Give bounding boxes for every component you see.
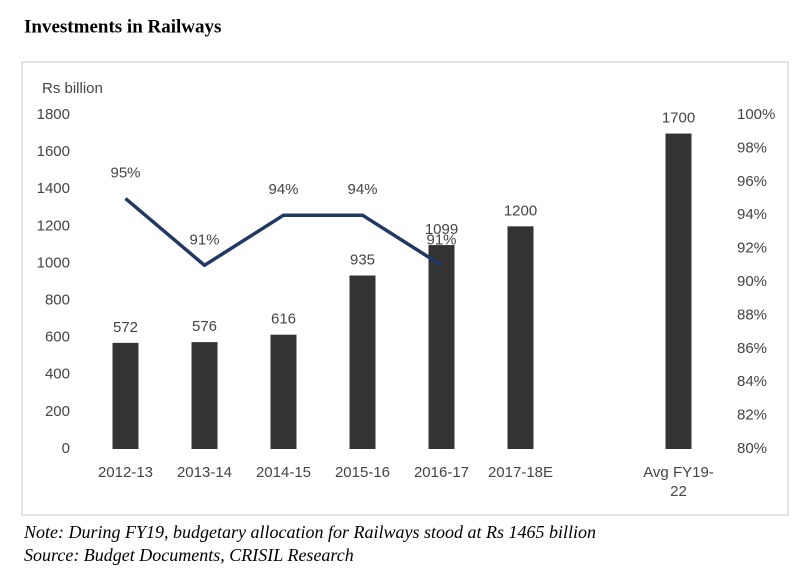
y-tick-label: 1000 [37, 254, 70, 271]
y2-tick-label: 86% [737, 340, 767, 357]
x-tick-label-box: 2016-17 [413, 464, 470, 481]
y-tick-label: 400 [45, 366, 70, 383]
bar [349, 275, 376, 449]
bar-value-label: 1200 [504, 202, 537, 219]
bar [191, 342, 218, 449]
x-tick-label-box: 2017-18E [487, 464, 554, 481]
line-value-label: 91% [189, 231, 219, 248]
y2-tick-label: 98% [737, 139, 767, 156]
line-value-label: 95% [110, 164, 140, 181]
y2-tick-label: 82% [737, 407, 767, 424]
y2-tick-label: 94% [737, 206, 767, 223]
y2-tick-label: 92% [737, 240, 767, 257]
chart-frame [21, 61, 789, 516]
bar-value-label: 1700 [662, 110, 695, 127]
y2-tick-label: 96% [737, 173, 767, 190]
y-tick-label: 800 [45, 292, 70, 309]
y-tick-label: 1400 [37, 180, 70, 197]
x-tick-label: Avg FY19-22 [643, 464, 714, 500]
bar-value-label: 576 [192, 318, 217, 335]
bar-value-label: 616 [271, 311, 296, 328]
line [124, 197, 443, 268]
bar-value-label: 935 [350, 251, 375, 268]
y-tick-label: 1600 [37, 143, 70, 160]
x-tick-label: 2015-16 [334, 464, 391, 481]
y-tick-label: 0 [62, 440, 70, 457]
source: Source: Budget Documents, CRISIL Researc… [24, 545, 354, 565]
bar-value-label: 1099 [425, 221, 458, 238]
chart-title: Investments in Railways [24, 16, 221, 37]
x-tick-label-box: Avg FY19-22 [643, 464, 714, 500]
x-tick-label-box: 2012-13 [97, 464, 154, 481]
x-tick-label: 2017-18E [487, 464, 554, 481]
bar-value-label: 572 [113, 319, 138, 336]
line-value-label: 91% [426, 231, 456, 248]
y2-tick-label: 80% [737, 440, 767, 457]
y2-tick-label: 100% [737, 106, 775, 123]
y-tick-label: 1800 [37, 106, 70, 123]
x-tick-label-box: 2014-15 [255, 464, 312, 481]
bar [270, 334, 297, 449]
note: Note: During FY19, budgetary allocation … [23, 522, 596, 542]
x-tick-label: 2016-17 [413, 464, 470, 481]
bar [507, 226, 534, 449]
bar [112, 342, 139, 449]
x-tick-label: 2013-14 [176, 464, 233, 481]
y2-tick-label: 90% [737, 273, 767, 290]
x-tick-label-box: 2013-14 [176, 464, 233, 481]
y-tick-label: 200 [45, 403, 70, 420]
bar [428, 245, 455, 449]
bar [665, 133, 692, 450]
x-tick-label: 2012-13 [97, 464, 154, 481]
y-axis-label: Rs billion [42, 80, 103, 97]
x-tick-label-box: 2015-16 [334, 464, 391, 481]
y-tick-label: 600 [45, 329, 70, 346]
x-tick-label: 2014-15 [255, 464, 312, 481]
y2-tick-label: 84% [737, 373, 767, 390]
line-value-label: 94% [268, 181, 298, 198]
y2-tick-label: 88% [737, 306, 767, 323]
y-tick-label: 1200 [37, 217, 70, 234]
line-value-label: 94% [347, 181, 377, 198]
